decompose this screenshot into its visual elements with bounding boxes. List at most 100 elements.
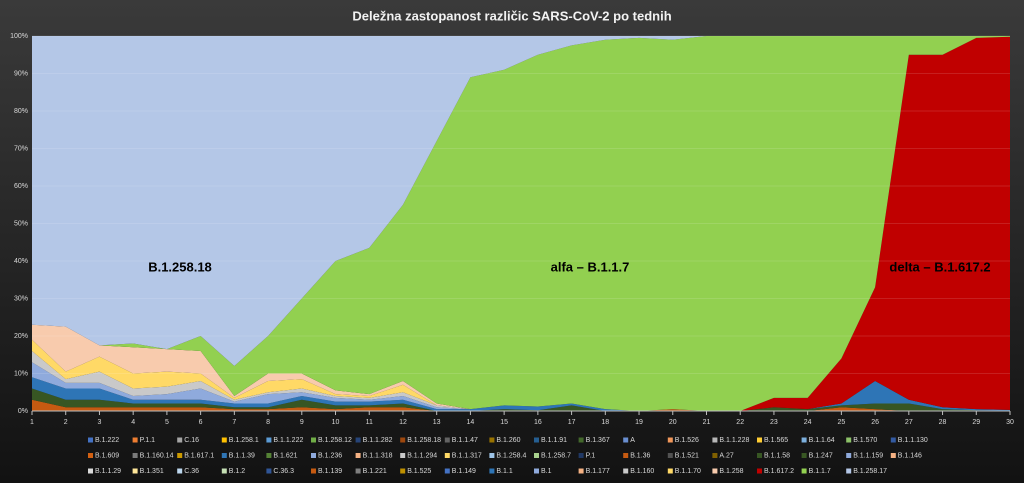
legend-label: B.1.1.70 [675, 468, 701, 475]
legend-swatch [88, 437, 93, 443]
legend-item: B.1.258.1 [221, 437, 259, 444]
x-tick-label: 8 [266, 419, 270, 426]
legend-label: B.1.258.4 [496, 452, 526, 459]
legend-item: B.1.617.2 [757, 468, 794, 475]
legend-label: B.1.36 [630, 452, 650, 459]
legend-item: B.1.1.7 [801, 468, 831, 475]
legend-item: A [623, 437, 635, 444]
legend-label: C.36 [184, 468, 199, 475]
legend-label: A.27 [719, 452, 734, 459]
x-tick-label: 21 [703, 419, 711, 426]
legend-swatch [266, 437, 272, 443]
area [32, 377, 1010, 411]
x-tick-label: 26 [871, 419, 879, 426]
x-tick-label: 16 [534, 419, 542, 426]
legend-label: B.1.236 [318, 452, 342, 459]
area [32, 388, 1010, 411]
y-tick-label: 40% [14, 258, 28, 265]
chart-title: Deležna zastopanost različic SARS-CoV-2 … [352, 8, 671, 23]
legend-swatch [489, 453, 495, 458]
legend-swatch [400, 468, 406, 474]
legend-swatch [846, 437, 852, 443]
legend-swatch [578, 437, 584, 443]
legend-label: B.1.526 [675, 437, 699, 444]
legend-label: C.36.3 [273, 468, 294, 475]
legend-label: B.1.1.282 [363, 437, 393, 444]
legend-swatch [667, 468, 673, 474]
legend-swatch [712, 468, 718, 474]
legend-item: B.1.258.12 [311, 437, 352, 444]
y-tick-label: 20% [14, 333, 28, 340]
legend-item: B.1.1.70 [667, 468, 701, 475]
legend-label: B.1.1.317 [452, 452, 482, 459]
legend-item: B.1.1.58 [757, 452, 790, 459]
legend-item: B.1.1.282 [355, 437, 393, 444]
y-tick-label: 0% [18, 408, 28, 415]
legend-swatch [266, 468, 272, 474]
legend-item: B.1.258.4 [489, 452, 526, 459]
legend-label: B.1.160.14 [140, 452, 174, 459]
legend-item: A.27 [712, 452, 734, 459]
legend-label: P.1 [586, 452, 596, 459]
x-tick-label: 28 [939, 419, 947, 426]
legend-swatch [757, 437, 762, 443]
area [32, 36, 1010, 411]
legend-label: B.1.146 [898, 452, 922, 459]
legend-label: B.1.1.91 [541, 437, 567, 444]
legend-label: A [630, 437, 635, 444]
legend-label: B.1.258.17 [853, 468, 887, 475]
legend-item: B.1.260 [489, 437, 521, 444]
legend-swatch [88, 453, 93, 458]
legend-label: B.1.260 [496, 437, 520, 444]
legend-item: B.1.521 [667, 452, 699, 459]
legend-swatch [623, 468, 629, 474]
legend-swatch [444, 453, 450, 458]
legend-swatch [355, 468, 361, 474]
annotation: B.1.258.18 [148, 259, 212, 274]
legend-swatch [757, 468, 762, 474]
legend-item: B.1.146 [890, 452, 922, 459]
legend-swatch [801, 437, 807, 443]
x-tick-label: 4 [131, 419, 135, 426]
y-tick-label: 80% [14, 108, 28, 115]
area [32, 36, 1010, 411]
legend-item: B.1 [534, 468, 552, 475]
legend-swatch [534, 437, 539, 443]
x-tick-label: 20 [669, 419, 677, 426]
x-tick-label: 6 [199, 419, 203, 426]
legend-label: B.1.565 [764, 437, 788, 444]
legend-item: B.1.1 [489, 468, 513, 475]
y-tick-label: 60% [14, 183, 28, 190]
legend-swatch [890, 437, 896, 443]
legend-label: B.1.222 [95, 437, 119, 444]
x-tick-label: 15 [500, 419, 508, 426]
annotation: alfa – B.1.1.7 [551, 259, 630, 274]
legend-item: B.1.160 [623, 468, 654, 475]
legend-swatch [667, 437, 673, 443]
legend-swatch [132, 468, 138, 474]
x-tick-label: 11 [366, 419, 373, 426]
legend-swatch [444, 437, 450, 443]
legend-item: B.1.1.130 [890, 437, 928, 444]
legend-item: B.1.258 [712, 468, 744, 475]
legend-swatch [177, 468, 183, 474]
legend-swatch [578, 468, 584, 474]
legend-item: B.1.1.294 [400, 452, 437, 459]
legend-label: C.16 [184, 437, 199, 444]
x-tick-label: 2 [64, 419, 68, 426]
legend-item: B.1.160.14 [132, 452, 174, 459]
legend-swatch [132, 453, 138, 458]
legend-item: B.1.258.17 [846, 468, 887, 475]
x-tick-label: 25 [837, 419, 845, 426]
x-tick-label: 29 [972, 419, 980, 426]
legend-item: B.1.1.64 [801, 437, 835, 444]
legend-label: B.1.258.1 [229, 437, 259, 444]
legend-label: B.1.351 [140, 468, 164, 475]
legend-item: B.1.609 [88, 452, 119, 459]
legend-item: B.1.149 [444, 468, 476, 475]
legend-swatch [221, 453, 227, 458]
x-tick-label: 24 [804, 419, 812, 426]
legend-swatch [757, 453, 762, 458]
legend-swatch [846, 468, 852, 474]
